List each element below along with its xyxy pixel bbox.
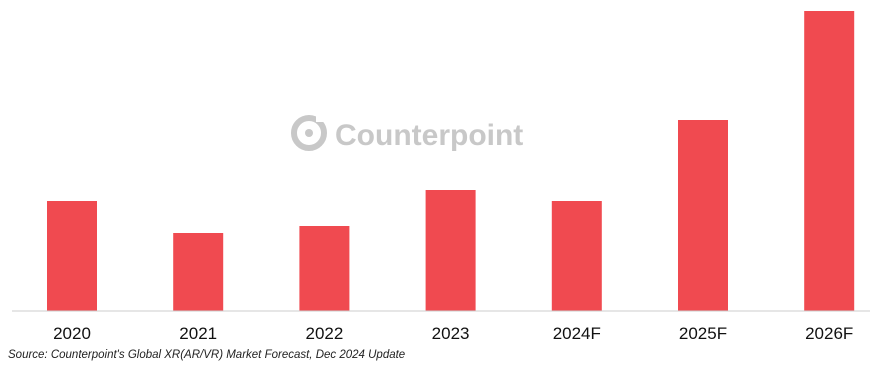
x-tick-label: 2021 — [179, 324, 217, 343]
counterpoint-watermark: Counterpoint — [291, 110, 523, 152]
watermark-text: Counterpoint — [335, 119, 523, 152]
bar-2022 — [299, 226, 350, 311]
bar-2024f — [551, 201, 602, 311]
bars-group — [47, 11, 855, 311]
x-tick-label: 2024F — [553, 324, 601, 343]
x-tick-labels: 2020 2021 2022 2023 2024F 2025F 2026F — [53, 324, 853, 343]
x-tick-label: 2020 — [53, 324, 91, 343]
bar-2026f — [804, 11, 855, 311]
x-tick-label: 2022 — [305, 324, 343, 343]
x-tick-label: 2025F — [679, 324, 727, 343]
counterpoint-logo-icon — [291, 110, 328, 151]
bar-2020 — [47, 201, 97, 311]
bar-2021 — [173, 233, 224, 311]
bar-2023 — [425, 190, 476, 311]
x-tick-label: 2023 — [432, 324, 470, 343]
bar-chart: Counterpoint 2020 2021 2022 2023 2024F 2025F 2… — [12, 11, 870, 343]
x-tick-label: 2026F — [805, 324, 853, 343]
source-note: Source: Counterpoint's Global XR(AR/VR) … — [8, 349, 406, 361]
bar-2025f — [678, 120, 728, 311]
